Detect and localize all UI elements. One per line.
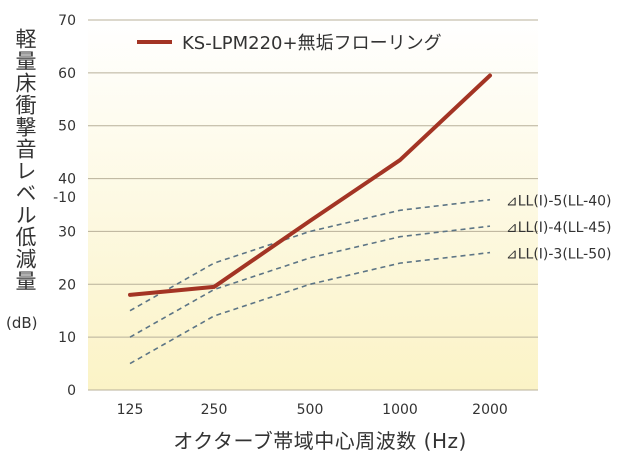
- y-tick-label: 40: [58, 172, 76, 188]
- y-tick-label: 0: [67, 383, 76, 399]
- reference-curve-line: [129, 225, 491, 338]
- data-series: [128, 73, 492, 297]
- reference-curve-label: ⊿LL(I)-3(LL-50): [506, 247, 612, 263]
- x-axis-label: オクターブ帯域中心周波数 (Hz): [173, 429, 467, 453]
- y-axis-unit: (dB): [6, 314, 38, 332]
- reference-curve-label: ⊿LL(I)-4(LL-45): [506, 220, 612, 236]
- y-tick-label: 60: [58, 66, 76, 82]
- reference-curve-label: ⊿LL(I)-5(LL-40): [506, 194, 612, 210]
- x-tick-label: 2000: [472, 402, 508, 418]
- y-tick-label-extra: -10: [53, 190, 76, 206]
- plot-background: [88, 20, 538, 390]
- legend-label: KS-LPM220+無垢フローリング: [182, 33, 442, 54]
- x-tick-label: 125: [117, 402, 144, 418]
- y-tick-label: 70: [58, 13, 76, 29]
- y-axis-ticks: 0 10 20 30 40 50 60 70 -10: [53, 13, 76, 399]
- x-axis-ticks: 125 250 500 1000 2000: [117, 402, 508, 418]
- reference-curves: ⊿LL(I)-5(LL-40) ⊿LL(I)-4(LL-45) ⊿LL(I)-3(L…: [129, 194, 612, 365]
- x-tick-label: 500: [297, 402, 324, 418]
- x-tick-label: 250: [201, 402, 228, 418]
- y-tick-label: 30: [58, 224, 76, 240]
- y-axis-label: 軽量床衝撃音レベル低減量: [13, 28, 37, 292]
- series-line: [128, 73, 492, 297]
- x-tick-label: 1000: [382, 402, 418, 418]
- y-tick-label: 20: [58, 277, 76, 293]
- reference-curve-line: [129, 198, 491, 312]
- y-tick-label: 50: [58, 119, 76, 135]
- legend: KS-LPM220+無垢フローリング: [137, 33, 442, 54]
- y-tick-label: 10: [58, 330, 76, 346]
- reference-curve-line: [129, 251, 491, 365]
